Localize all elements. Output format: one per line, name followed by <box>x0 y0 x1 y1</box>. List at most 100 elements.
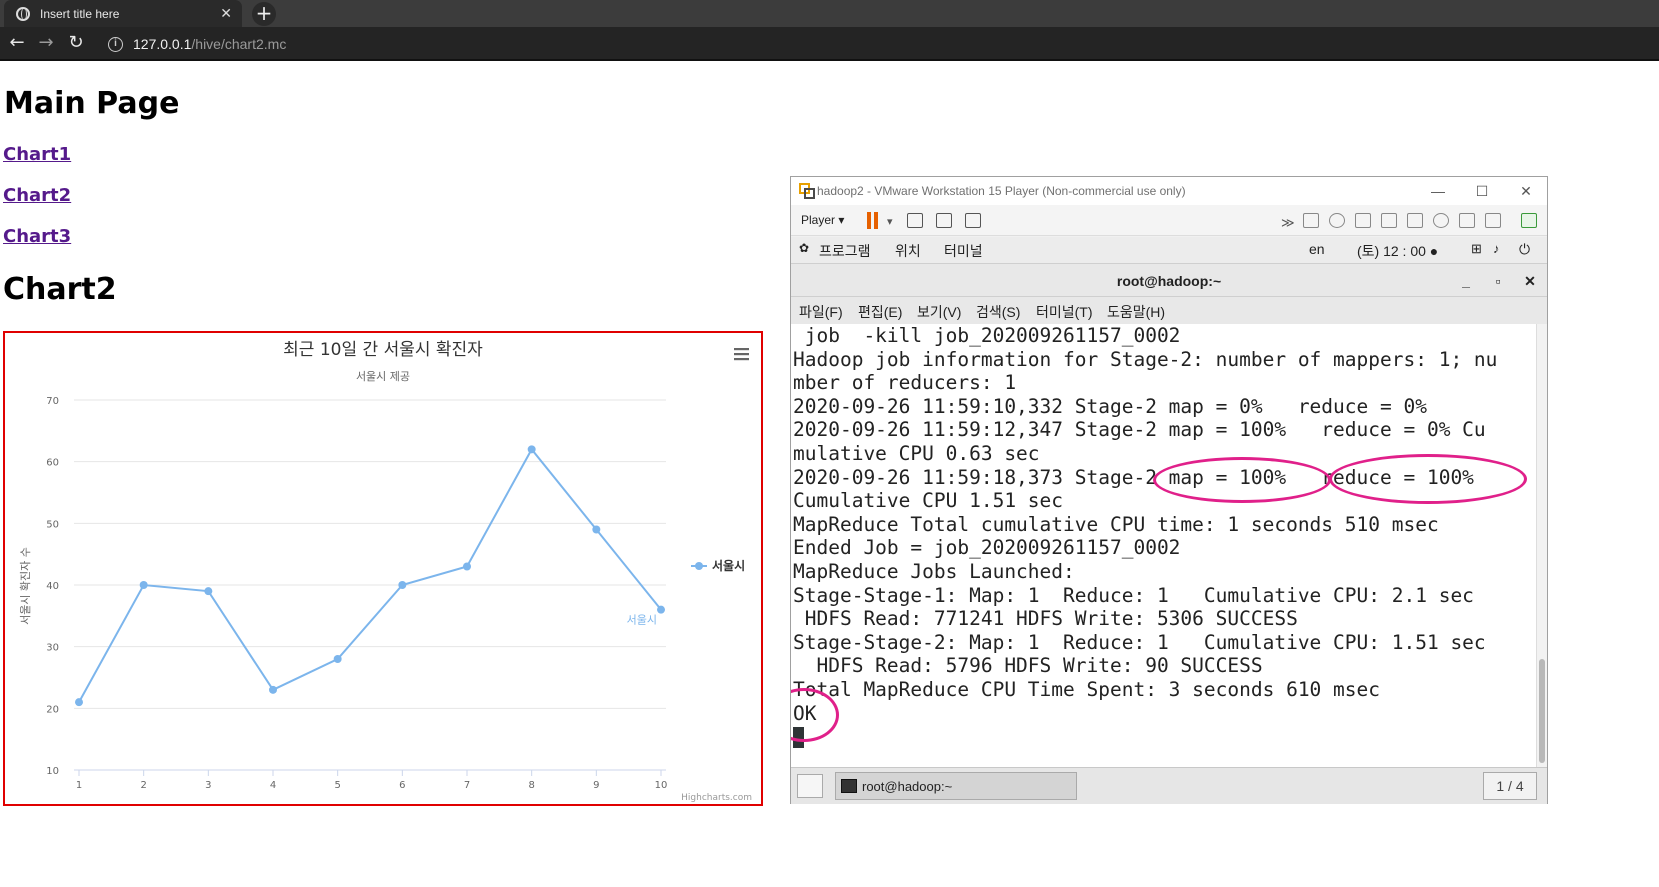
terminal-scrollbar-thumb[interactable] <box>1539 659 1545 763</box>
y-tick-label: 30 <box>46 643 59 654</box>
terminal-minimize-button[interactable]: _ <box>1462 273 1470 289</box>
printer-icon[interactable] <box>1381 213 1397 228</box>
notes-icon[interactable] <box>1521 213 1537 228</box>
data-point[interactable] <box>333 655 342 663</box>
display-icon[interactable] <box>1485 213 1501 228</box>
vm-maximize-button[interactable]: ☐ <box>1475 183 1489 199</box>
forward-arrow-icon[interactable]: → <box>38 32 54 53</box>
vmware-window: hadoop2 - VMware Workstation 15 Player (… <box>790 176 1548 804</box>
data-point[interactable] <box>269 685 277 694</box>
clock[interactable]: (토) 12 : 00 ● <box>1357 243 1439 259</box>
page-content: Main Page Chart1 Chart2 Chart3 Chart2 <box>0 62 1659 887</box>
new-tab-button[interactable]: + <box>252 2 276 26</box>
cd-rom-icon[interactable] <box>1329 213 1345 228</box>
show-desktop-icon[interactable] <box>797 774 823 798</box>
terminal-line: mber of reducers: 1 <box>793 371 1017 395</box>
chart-credits[interactable]: Highcharts.com <box>681 793 752 803</box>
unity-icon[interactable] <box>965 213 981 228</box>
terminal-scrollbar[interactable] <box>1536 324 1547 767</box>
link-chart2[interactable]: Chart2 <box>3 185 72 206</box>
data-point[interactable] <box>592 525 601 534</box>
terminal-line: Cumulative CPU 1.51 sec <box>793 489 1064 513</box>
taskbar-terminal-item[interactable]: root@hadoop:~ <box>835 772 1077 800</box>
taskbar-item-label: root@hadoop:~ <box>862 778 953 794</box>
network-icon[interactable]: ⊞ <box>1471 241 1482 256</box>
sound-card-icon[interactable] <box>1459 213 1475 228</box>
terminal-menu-file[interactable]: 파일(F) <box>799 304 843 320</box>
terminal-output[interactable]: OK Total MapReduce CPU Time Spent: 3 seco… <box>791 324 1536 767</box>
power-icon[interactable]: ⏻ <box>1519 241 1531 257</box>
x-tick-label: 9 <box>593 780 599 791</box>
highlight-map-100 <box>1153 457 1331 503</box>
reload-icon[interactable]: ↻ <box>68 32 84 53</box>
link-chart3[interactable]: Chart3 <box>3 226 72 247</box>
tab-close-icon[interactable]: ✕ <box>220 5 232 21</box>
player-menu-button[interactable]: Player ▾ <box>801 213 845 227</box>
more-devices-icon[interactable]: ≫ <box>1281 215 1295 230</box>
terminal-line: Total MapReduce CPU Time Spent: 3 second… <box>793 678 1380 701</box>
terminal-line: HDFS Read: 5796 HDFS Write: 90 SUCCESS <box>793 654 1263 678</box>
gnome-menu-terminal[interactable]: 터미널 <box>944 243 983 259</box>
highlight-ok <box>791 688 839 742</box>
vmware-logo-icon <box>799 183 815 199</box>
gnome-apps-icon[interactable]: ✿ <box>799 241 810 255</box>
terminal-maximize-button[interactable]: ▫ <box>1495 273 1501 289</box>
terminal-line: MapReduce Jobs Launched: <box>793 560 1075 583</box>
address-bar[interactable]: i 127.0.0.1/hive/chart2.mc <box>108 30 1648 58</box>
series-end-label: 서울시 <box>627 614 657 627</box>
browser-tab[interactable]: Insert title here ✕ <box>4 0 242 27</box>
workspace-pager[interactable]: 1 / 4 <box>1483 772 1537 800</box>
page-title: Main Page <box>4 86 180 121</box>
send-ctrl-alt-del-icon[interactable] <box>907 213 923 228</box>
terminal-line: Ended Job = job_202009261157_0002 <box>793 536 1181 560</box>
terminal-menu-terminal[interactable]: 터미널(T) <box>1036 304 1093 320</box>
url-host: 127.0.0.1 <box>133 36 192 52</box>
terminal-line: HDFS Read: 771241 HDFS Write: 5306 SUCCE… <box>793 607 1298 631</box>
pause-icon[interactable] <box>867 212 879 229</box>
usb-icon[interactable] <box>1407 213 1423 228</box>
hard-disk-icon[interactable] <box>1303 213 1319 228</box>
terminal-line: Stage-Stage-1: Map: 1 Reduce: 1 Cumulati… <box>793 583 1474 607</box>
gnome-menu-places[interactable]: 위치 <box>895 243 921 259</box>
data-point[interactable] <box>527 445 536 454</box>
terminal-line: MapReduce Total cumulative CPU time: 1 s… <box>793 512 1439 536</box>
vm-close-button[interactable]: ✕ <box>1520 183 1532 199</box>
chart-subtitle: 서울시 제공 <box>356 370 410 383</box>
data-point[interactable] <box>75 698 83 707</box>
network-adapter-icon[interactable] <box>1355 213 1371 228</box>
keyboard-layout[interactable]: en <box>1309 241 1325 257</box>
info-icon[interactable]: i <box>108 36 123 52</box>
highlight-reduce-100 <box>1329 454 1527 504</box>
legend-item-seoul[interactable]: 서울시 <box>691 558 745 573</box>
pause-dropdown-icon[interactable]: ▾ <box>887 216 893 228</box>
fullscreen-icon[interactable] <box>936 213 952 228</box>
terminal-close-button[interactable]: ✕ <box>1524 273 1536 289</box>
data-point[interactable] <box>398 581 407 589</box>
y-axis-label: 서울시 확진자 수 <box>19 547 32 625</box>
y-tick-label: 10 <box>46 766 59 777</box>
chart-title: 최근 10일 간 서울시 확진자 <box>283 340 483 360</box>
browser-tabstrip: Insert title here ✕ + <box>0 0 1659 27</box>
x-tick-label: 1 <box>76 780 82 791</box>
camera-icon[interactable] <box>1433 213 1449 228</box>
gnome-menu-applications[interactable]: 프로그램 <box>819 243 871 259</box>
y-tick-label: 70 <box>46 396 59 407</box>
data-point[interactable] <box>139 581 148 589</box>
data-point[interactable] <box>657 605 665 614</box>
chart-container: 최근 10일 간 서울시 확진자 서울시 제공 서울시 확진자 수 10 20 30… <box>3 331 763 806</box>
back-arrow-icon[interactable]: ← <box>9 32 25 53</box>
vm-minimize-button[interactable]: — <box>1431 183 1445 199</box>
series-line-seoul <box>78 447 662 703</box>
terminal-menu-view[interactable]: 보기(V) <box>917 304 962 320</box>
link-chart1[interactable]: Chart1 <box>3 144 72 165</box>
data-point[interactable] <box>463 562 471 571</box>
hamburger-icon[interactable] <box>734 348 749 361</box>
data-point[interactable] <box>204 587 213 596</box>
gnome-taskbar: root@hadoop:~ 1 / 4 <box>791 767 1547 804</box>
volume-icon[interactable]: ♪ <box>1493 241 1500 256</box>
x-tick-label: 6 <box>399 780 405 791</box>
terminal-menu-search[interactable]: 검색(S) <box>976 304 1021 320</box>
terminal-menu-edit[interactable]: 편집(E) <box>858 304 903 320</box>
terminal-menu-help[interactable]: 도움말(H) <box>1107 304 1166 320</box>
tab-title: Insert title here <box>40 6 120 21</box>
